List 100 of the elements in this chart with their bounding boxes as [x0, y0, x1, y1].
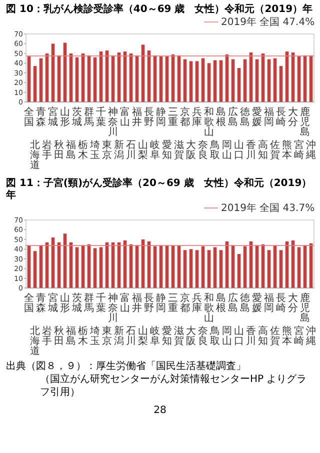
x-tick-label: 秋田	[54, 139, 64, 161]
x-tick-label: 岐阜	[150, 325, 160, 347]
x-tick-label: 広島	[228, 106, 238, 128]
x-tick-label: 宮崎	[294, 139, 304, 161]
x-tick-label: 宮城	[47, 106, 58, 128]
bar	[279, 250, 283, 288]
x-tick-label: 埼玉	[89, 139, 100, 161]
x-tick-label: 大阪	[186, 139, 196, 161]
text: （国立がん研究センターがん対策情報センターHP よりグラフ引用）	[39, 373, 308, 399]
x-tick-label: 山口	[234, 325, 244, 347]
x-tick-label: 三重	[168, 293, 178, 314]
x-tick-label: 福岡	[264, 106, 274, 128]
x-tick-label: 山梨	[138, 325, 148, 347]
x-tick-label: 奈良	[198, 140, 208, 161]
x-tick-label: 山梨	[138, 139, 148, 161]
x-tick-label: 群馬	[83, 292, 94, 314]
x-tick-label: 福岡	[264, 292, 274, 314]
bar	[237, 254, 241, 288]
x-tick-label: 島根	[216, 106, 226, 128]
bar	[297, 56, 301, 102]
bar	[33, 251, 37, 288]
x-tick-label: 群馬	[83, 106, 94, 128]
x-tick-label: 栃木	[78, 139, 88, 161]
x-tick-label: 山形	[60, 106, 70, 128]
x-tick-label: 栃木	[78, 325, 88, 347]
x-tick-label: 岩手	[42, 139, 52, 161]
x-tick-label: 全国	[24, 292, 34, 314]
x-tick-label: 山口	[234, 139, 244, 161]
x-tick-label: 広島	[228, 292, 238, 314]
bar	[99, 247, 103, 288]
x-tick-label: 三重	[168, 107, 178, 128]
x-tick-label: 石川	[126, 140, 136, 161]
bar	[75, 247, 79, 288]
x-tick-label: 徳島	[240, 293, 250, 314]
source-note: 出典（図８，９）：厚生労働省「国民生活基礎調査」	[5, 360, 247, 373]
x-tick-label: 鳥取	[209, 139, 220, 161]
x-tick-label: 兵庫	[192, 106, 202, 128]
x-tick-label: 山形	[60, 292, 70, 314]
x-tick-label: 香川	[246, 139, 256, 161]
bar	[219, 250, 223, 288]
chart-title: 図 11：子宮(頸)がん受診率（20～69 歳 女性）令和元（2019）年	[4, 176, 313, 202]
x-tick-label: 長崎	[276, 107, 286, 128]
bar	[93, 248, 97, 288]
x-tick-label: 佐賀	[270, 326, 280, 347]
x-tick-label: 高知	[258, 139, 268, 161]
x-tick-label: 長野	[144, 293, 154, 314]
bar	[219, 60, 223, 102]
x-tick-label: 香川	[246, 325, 256, 347]
x-tick-label: 和歌山	[204, 106, 214, 138]
x-tick-label: 北海道	[30, 139, 40, 171]
x-tick-label: 青森	[36, 106, 46, 128]
x-tick-label: 鹿児島	[300, 292, 310, 324]
x-tick-label: 滋賀	[174, 325, 184, 347]
bar	[189, 61, 193, 102]
x-tick-label: 大分	[288, 292, 298, 314]
x-tick-label: 全国	[24, 106, 34, 128]
x-tick-label: 石川	[126, 326, 136, 347]
bar	[189, 249, 193, 288]
x-tick-label: 千葉	[96, 292, 106, 314]
x-tick-label: 神奈川	[108, 292, 118, 324]
x-tick-label: 鹿児島	[300, 106, 310, 138]
bar	[207, 63, 211, 102]
x-tick-label: 北海道	[30, 325, 40, 357]
bar	[165, 56, 169, 102]
x-tick-label: 東京	[102, 139, 112, 161]
x-tick-label: 神奈川	[108, 106, 118, 138]
x-tick-label: 熊本	[282, 325, 292, 347]
bar	[297, 247, 301, 288]
x-tick-label: 東京	[102, 325, 112, 347]
x-tick-label: 埼玉	[89, 325, 100, 347]
x-tick-label: 秋田	[54, 325, 64, 347]
x-tick-label: 徳島	[240, 107, 250, 128]
bar	[243, 246, 247, 288]
x-tick-label: 滋賀	[174, 139, 184, 161]
x-tick-label: 岡山	[222, 326, 232, 347]
x-tick-label: 愛知	[162, 325, 172, 347]
x-tick-label: 新潟	[114, 325, 124, 347]
x-tick-label: 茨城	[71, 106, 82, 128]
x-tick-label: 福島	[66, 139, 76, 161]
bar	[213, 60, 217, 102]
x-tick-label: 青森	[36, 292, 46, 314]
legend-label: 2019年 全国 47.4%	[221, 16, 315, 28]
x-tick-label: 島根	[216, 292, 226, 314]
x-tick-label: 愛媛	[252, 292, 262, 314]
x-tick-label: 沖縄	[305, 325, 316, 347]
x-tick-label: 富山	[120, 106, 130, 128]
x-tick-label: 富山	[120, 292, 130, 314]
bar	[237, 68, 241, 102]
bar	[159, 56, 163, 102]
x-tick-label: 千葉	[96, 106, 106, 128]
bar	[195, 61, 199, 102]
bar	[183, 250, 187, 288]
x-tick-label: 福井	[132, 292, 142, 314]
legend-label: 2019年 全国 43.7%	[221, 202, 315, 214]
x-tick-label: 静岡	[156, 106, 166, 128]
x-tick-label: 兵庫	[192, 292, 202, 314]
bar	[207, 250, 211, 288]
bar	[279, 66, 283, 102]
chart-title: 図 10：乳がん検診受診率（40～69 歳 女性）令和元（2019）年	[5, 2, 314, 16]
x-tick-label: 高知	[258, 325, 268, 347]
